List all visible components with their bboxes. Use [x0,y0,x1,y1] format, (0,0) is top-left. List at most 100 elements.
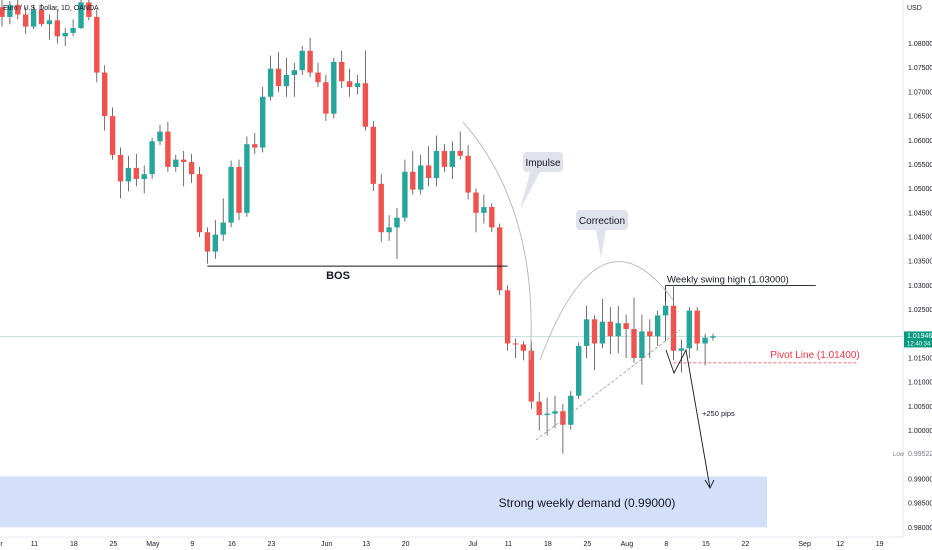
candle [568,390,574,430]
price-tick-label: 1.05000 [908,186,932,193]
price-tick-label: 1.04500 [908,210,932,217]
candle-body [133,167,139,179]
time-tick-label: 23 [267,541,275,548]
candle [102,65,108,131]
correction-callout: Correction [576,210,628,258]
candle [354,74,361,95]
pivot-label: Pivot Line (1.01400) [770,350,860,361]
candle [504,285,511,351]
candle [133,153,139,187]
projection-arrowhead [704,479,715,489]
candle-body [70,28,76,33]
candle-body [402,171,408,218]
candle-body [418,165,424,190]
demand-zone-label: Strong weekly demand (0.99000) [499,496,676,510]
impulse-callout: Impulse [520,152,563,210]
candle-body [204,232,211,252]
candle-body [465,155,471,193]
price-tick-label: 1.02500 [908,307,932,314]
candle-body [362,83,369,127]
candle [109,107,116,160]
price-tick-label: 1.03500 [908,259,932,266]
countdown-label: 12:40:34 [907,341,931,347]
candle [339,50,345,89]
candle-body [394,217,400,228]
candle [528,341,534,409]
price-tick-label: 1.06500 [908,114,932,121]
candle [0,0,5,27]
low-price-label: 0.99522 [908,451,932,458]
correction-callout-tail [596,230,606,258]
candle-body [23,14,29,27]
candle [220,198,226,241]
candle [331,58,337,119]
candle-body [141,174,147,179]
candle-body [694,310,700,344]
candle [244,136,250,217]
candle [489,203,495,233]
candle [599,298,606,349]
candle-body [457,150,463,156]
currency-label: USD [907,5,922,12]
time-tick-label: 11 [505,541,512,548]
time-tick-label: Sep [798,541,811,548]
candle [370,120,376,192]
candle [449,141,455,179]
candle-body [599,321,606,344]
time-tick-label: 9 [190,541,194,548]
price-tick-label: 0.98000 [908,525,932,532]
candle [702,333,708,366]
candle-body [560,411,566,425]
candle-body [15,4,21,15]
candle [212,220,218,259]
candle-body [576,345,582,396]
candle [141,165,147,194]
candle-body [109,116,116,155]
candle-body [62,32,68,37]
candle-body [78,2,84,29]
current-price-badge [904,331,932,348]
candle-body [520,344,527,351]
candle-body [647,331,653,337]
candle-body [54,20,60,37]
candle-body [583,319,590,346]
impulse-label: Impulse [525,158,560,169]
candle [678,339,685,373]
time-tick-label: 8 [664,541,668,548]
candle-body [46,20,53,25]
candle-body [591,319,598,344]
candle [433,135,440,187]
candle [228,160,234,228]
candle-body [497,227,503,291]
candle [497,223,503,296]
candle-body [552,411,558,414]
candle-body [30,9,37,27]
projection-path [665,348,711,489]
time-tick-label: 22 [741,541,749,548]
symbol-title: Euro / U.S. Dollar, 1D, OANDA [3,5,99,12]
candle [15,0,21,20]
candle-body [212,234,218,252]
candle-body [441,150,448,167]
time-tick-label: 18 [70,541,78,548]
price-tick-label: 1.00500 [908,404,932,411]
candle-body [710,336,716,338]
candle [54,9,60,44]
candle [188,153,195,183]
candle [425,146,432,187]
price-tick-label: 1.07500 [908,65,932,72]
candle [520,341,527,361]
candle-body [94,16,100,73]
candle [275,52,282,92]
candle-body [481,207,487,213]
time-tick-label: Aug [621,541,634,548]
swing-high-label: Weekly swing high (1.03000) [667,274,789,285]
low-tag-label: Low [893,452,905,458]
candle [165,121,171,172]
overlay-layer: BOS Weekly swing high (1.03000) Pivot Line… [207,121,860,489]
candle [591,315,598,371]
candle-body [165,131,171,167]
candle-body [607,321,613,337]
time-tick-label: 19 [876,541,884,548]
